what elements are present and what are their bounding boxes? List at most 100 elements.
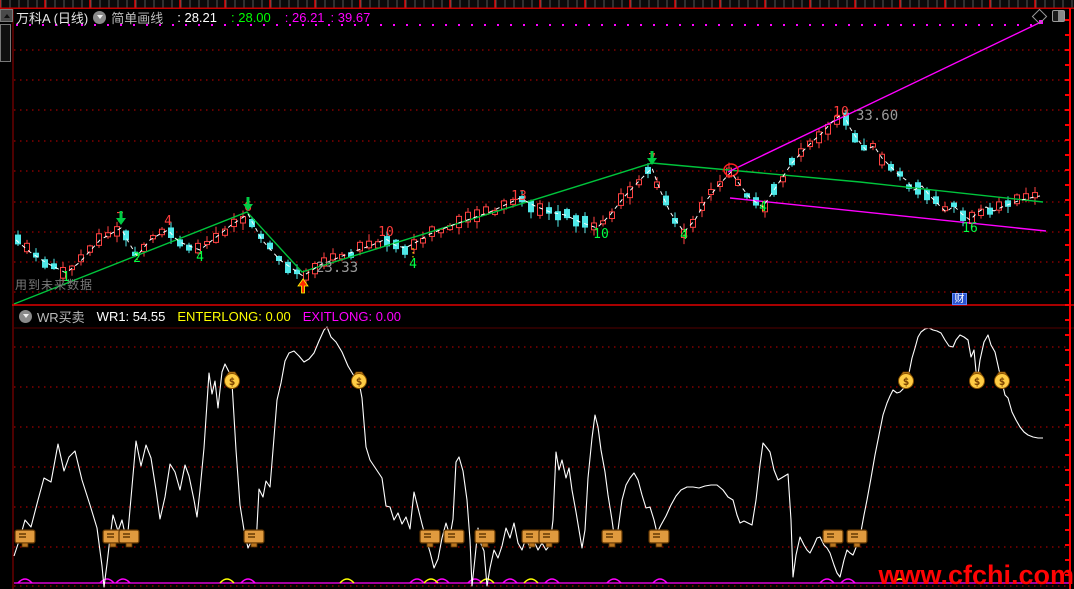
- price-annotation: 33.60: [856, 108, 898, 124]
- candle-body: [987, 207, 993, 215]
- bump-magenta: [840, 578, 856, 584]
- indicator-header: WR买卖 WR1: 54.55 ENTERLONG: 0.00 EXITLONG…: [14, 308, 401, 325]
- candle-body: [96, 233, 102, 246]
- candle-body: [555, 211, 561, 221]
- instrument-title: 万科A (日线): [16, 10, 89, 26]
- money-bag-icon: $: [969, 371, 985, 389]
- candle-body: [582, 215, 588, 228]
- candle-body: [852, 133, 858, 143]
- quote-value-3: : 26.21: [284, 9, 325, 25]
- pivot-number-bottom: 4: [409, 257, 417, 272]
- candle-body: [663, 195, 669, 206]
- candle-body: [699, 202, 705, 211]
- chevron-down-icon[interactable]: [19, 309, 32, 323]
- candle-body: [123, 230, 129, 241]
- buy-sign-icon: [243, 529, 265, 548]
- bump-yellow: [423, 578, 439, 584]
- candle-body: [411, 239, 417, 250]
- pivot-number-bottom: 1: [62, 270, 70, 285]
- svg-text:$: $: [974, 375, 981, 388]
- buy-sign-icon: [474, 529, 496, 548]
- zigzag-dashed-line: [15, 112, 1041, 277]
- candle-body: [465, 211, 471, 223]
- candle-body: [546, 207, 552, 214]
- pivot-number-top: 13: [511, 189, 527, 204]
- cai-badge[interactable]: 财: [952, 293, 967, 305]
- candle-body: [150, 235, 156, 240]
- bump-magenta: [17, 578, 33, 584]
- crossing-circle-marker: [723, 163, 739, 177]
- candle-body: [375, 241, 381, 249]
- future-data-note: 用到未来数据: [15, 278, 94, 292]
- candle-body: [240, 216, 246, 224]
- candle-body: [744, 193, 750, 198]
- indicator-name[interactable]: WR买卖: [37, 309, 85, 325]
- candle-body: [789, 157, 795, 166]
- candle-body: [996, 201, 1002, 211]
- candle-body: [879, 153, 885, 166]
- svg-text:$: $: [229, 375, 236, 388]
- pivot-number-top: 10: [378, 225, 394, 240]
- candle-body: [294, 269, 300, 275]
- diamond-icon[interactable]: [1031, 8, 1048, 24]
- candle-body: [51, 263, 57, 270]
- candle-body: [636, 179, 642, 186]
- watermark: www.cfchi.com: [878, 560, 1074, 589]
- axis-ticks: [1065, 19, 1070, 576]
- candle-body: [141, 243, 147, 253]
- candle-body: [231, 218, 237, 228]
- sell-arrow-icon: [243, 197, 253, 211]
- money-bag-icon: $: [224, 371, 240, 389]
- split-view-icon[interactable]: [1052, 10, 1065, 22]
- candle-body: [1023, 193, 1029, 201]
- candle-body: [690, 218, 696, 228]
- candle-body: [195, 242, 201, 254]
- quote-value-1: : 28.21: [177, 9, 218, 25]
- candle-body: [519, 196, 525, 203]
- candle-body: [825, 123, 831, 135]
- bump-magenta: [819, 578, 835, 584]
- candle-body: [1005, 200, 1011, 207]
- candle-body: [528, 200, 534, 213]
- candle-body: [951, 202, 957, 207]
- bump-yellow: [479, 578, 495, 584]
- bump-magenta: [409, 578, 425, 584]
- scroll-up-button[interactable]: [0, 9, 13, 22]
- candle-body: [681, 229, 687, 239]
- money-bag-icon: $: [351, 371, 367, 389]
- buy-sign-markers: [14, 529, 868, 548]
- buy-sign-icon: [822, 529, 844, 548]
- candle-body: [843, 112, 849, 126]
- bump-yellow: [219, 578, 235, 584]
- scrollbar-thumb[interactable]: [0, 24, 11, 62]
- sell-arrow-icon: [116, 211, 126, 225]
- chevron-down-icon[interactable]: [93, 10, 107, 24]
- money-bag-icon: $: [898, 371, 914, 389]
- buy-sign-icon: [118, 529, 140, 548]
- bump-magenta: [652, 578, 668, 584]
- candle-body: [537, 203, 543, 216]
- candle-body: [303, 270, 309, 281]
- left-scrollbar: [0, 9, 13, 589]
- candle-body: [600, 220, 606, 225]
- pivot-number-bottom: 16: [962, 221, 978, 236]
- candle-body: [654, 181, 660, 189]
- buy-sign-icon: [443, 529, 465, 548]
- quote-value-4: : 39.67: [330, 9, 371, 25]
- pivot-number-top: 4: [164, 214, 172, 229]
- bump-magenta: [99, 578, 115, 584]
- candle-body: [474, 209, 480, 223]
- candle-body: [42, 259, 48, 268]
- candle-body: [105, 232, 111, 238]
- overlay-tool-name[interactable]: 简单画线: [111, 10, 164, 26]
- buy-sign-icon: [538, 529, 560, 548]
- bump-magenta: [502, 578, 518, 584]
- bump-magenta: [240, 578, 256, 584]
- money-bag-icon: $: [994, 371, 1010, 389]
- candle-body: [618, 193, 624, 206]
- candle-body: [249, 218, 255, 228]
- quote-value-2: : 28.00: [231, 9, 271, 25]
- pivot-number-bottom: 4: [759, 200, 767, 215]
